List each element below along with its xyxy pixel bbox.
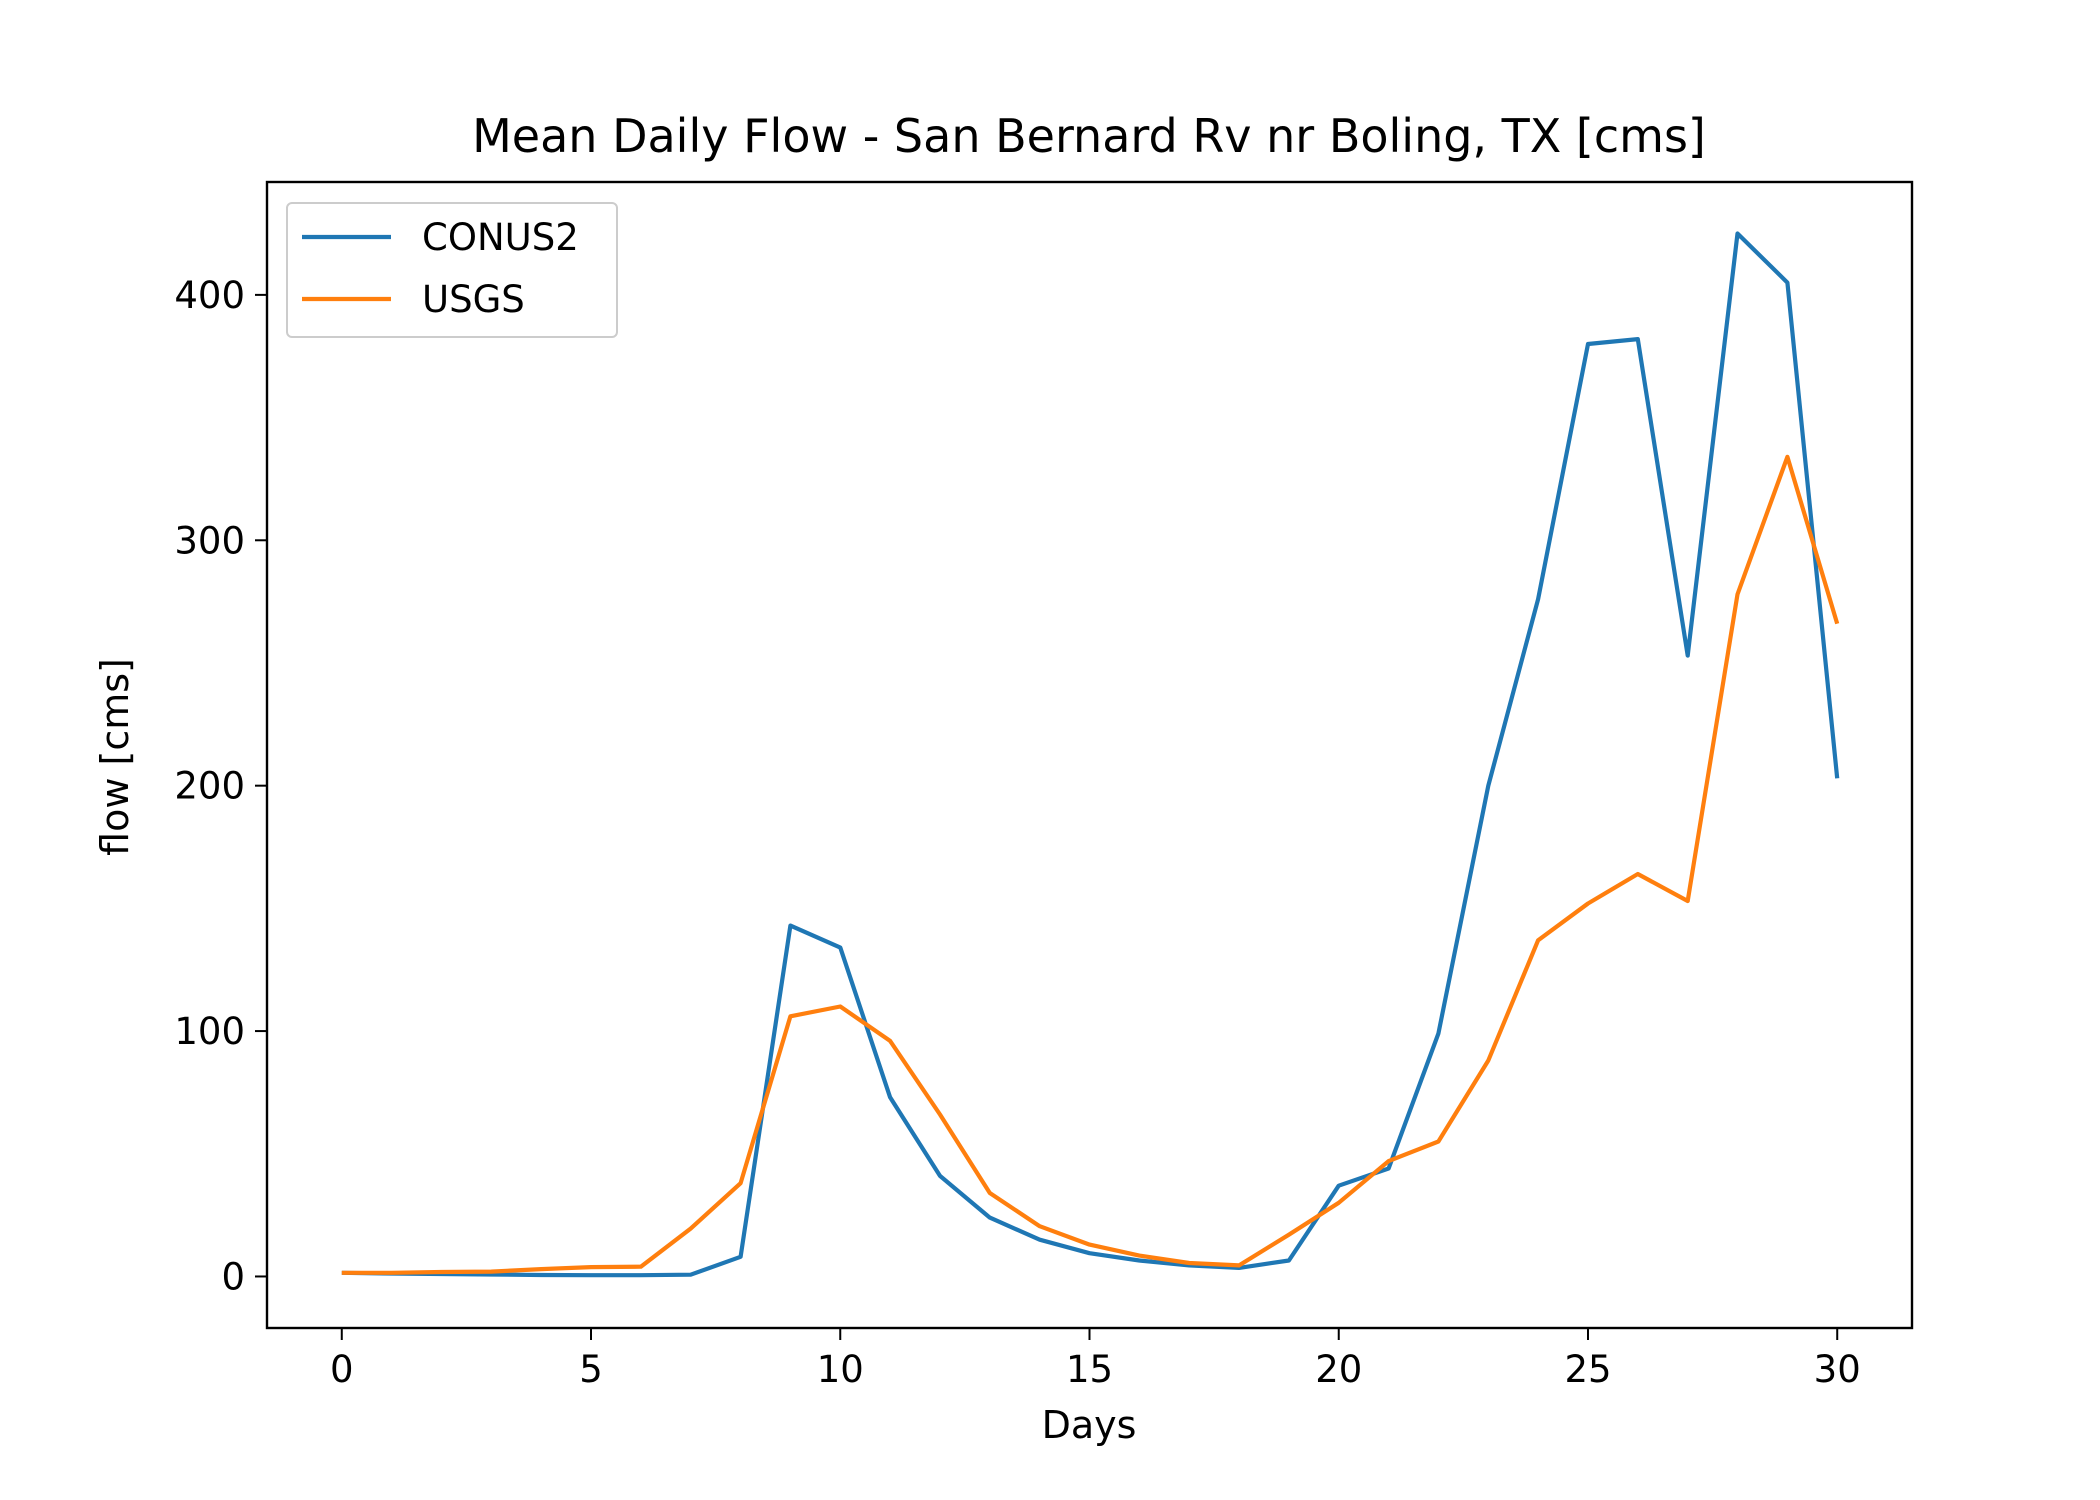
y-axis-label: flow [cms] — [93, 658, 137, 856]
x-tick-label: 20 — [1315, 1348, 1362, 1391]
y-tick-label: 300 — [174, 519, 245, 562]
legend: CONUS2 USGS — [286, 202, 618, 338]
y-tick-label: 200 — [174, 765, 245, 808]
x-tick-label: 25 — [1564, 1348, 1611, 1391]
series-line-conus2 — [341, 231, 1840, 1278]
series-line-usgs — [341, 454, 1840, 1275]
x-axis-label: Days — [1042, 1403, 1137, 1447]
legend-label-usgs: USGS — [422, 278, 525, 321]
x-tick-label: 10 — [817, 1348, 864, 1391]
y-tick-label: 400 — [174, 274, 245, 317]
chart-title: Mean Daily Flow - San Bernard Rv nr Boli… — [472, 109, 1706, 163]
y-tick-label: 0 — [221, 1255, 245, 1298]
x-tick-label: 0 — [330, 1348, 354, 1391]
x-tick-label: 5 — [579, 1348, 603, 1391]
x-tick-label: 15 — [1066, 1348, 1113, 1391]
y-tick-label: 100 — [174, 1010, 245, 1053]
x-tick-label: 30 — [1814, 1348, 1861, 1391]
legend-label-conus2: CONUS2 — [422, 216, 579, 259]
